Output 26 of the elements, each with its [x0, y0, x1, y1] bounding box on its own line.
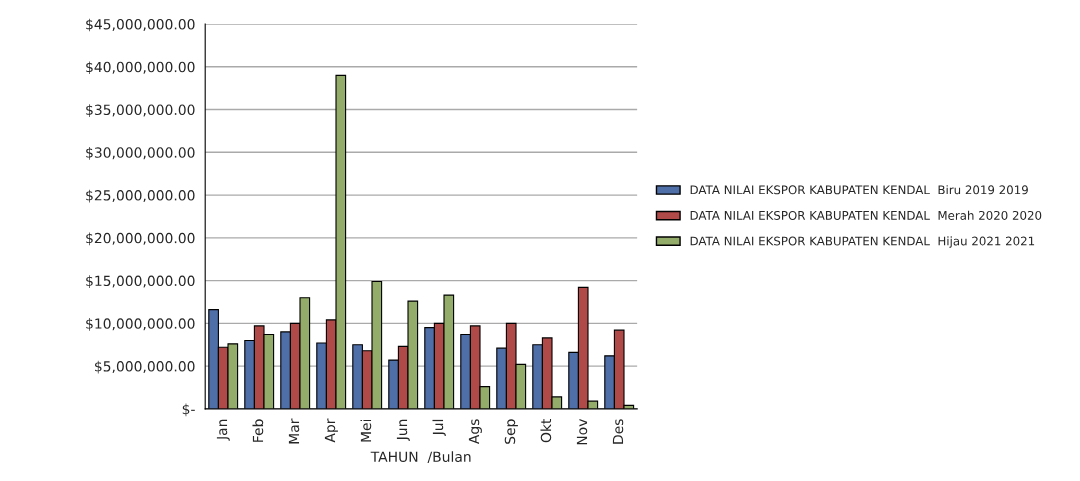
y-tick-label: $-: [182, 403, 195, 417]
legend-label: DATA NILAI EKSPOR KABUPATEN KENDAL Merah 2020 2020: [690, 210, 1042, 220]
x-tick-label: Jun: [396, 419, 410, 441]
x-tick-label: Des: [612, 419, 624, 444]
x-tick-label: Apr: [324, 418, 338, 443]
y-tick-label: $15,000,000.00: [86, 275, 195, 288]
y-tick-label: $5,000,000.00: [95, 360, 195, 374]
y-tick-label: $40,000,000.00: [86, 61, 195, 75]
x-tick-label: Nov: [576, 418, 588, 445]
x-axis-title: TAHUN /Bulan: [370, 451, 471, 464]
legend-label: DATA NILAI EKSPOR KABUPATEN KENDAL Biru 2019 2019: [690, 185, 1028, 195]
y-tick-label: $25,000,000.00: [86, 189, 195, 203]
y-tick-label: $45,000,000.00: [86, 18, 195, 32]
y-tick-label: $30,000,000.00: [86, 147, 195, 160]
x-tick-label: Okt: [540, 418, 552, 443]
y-tick-label: $20,000,000.00: [86, 232, 195, 246]
x-tick-label: Mar: [288, 418, 300, 444]
x-tick-label: Mei: [360, 419, 372, 442]
legend-label: DATA NILAI EKSPOR KABUPATEN KENDAL Hijau 2021 2021: [690, 236, 1035, 248]
x-tick-label: Feb: [252, 419, 264, 442]
x-tick-label: Jan: [216, 419, 230, 441]
y-tick-label: $10,000,000.00: [86, 318, 195, 331]
y-tick-label: $35,000,000.00: [86, 104, 195, 117]
x-tick-label: Ags: [468, 419, 482, 445]
x-tick-label: Sep: [504, 419, 518, 444]
x-tick-label: Jul: [432, 419, 446, 437]
